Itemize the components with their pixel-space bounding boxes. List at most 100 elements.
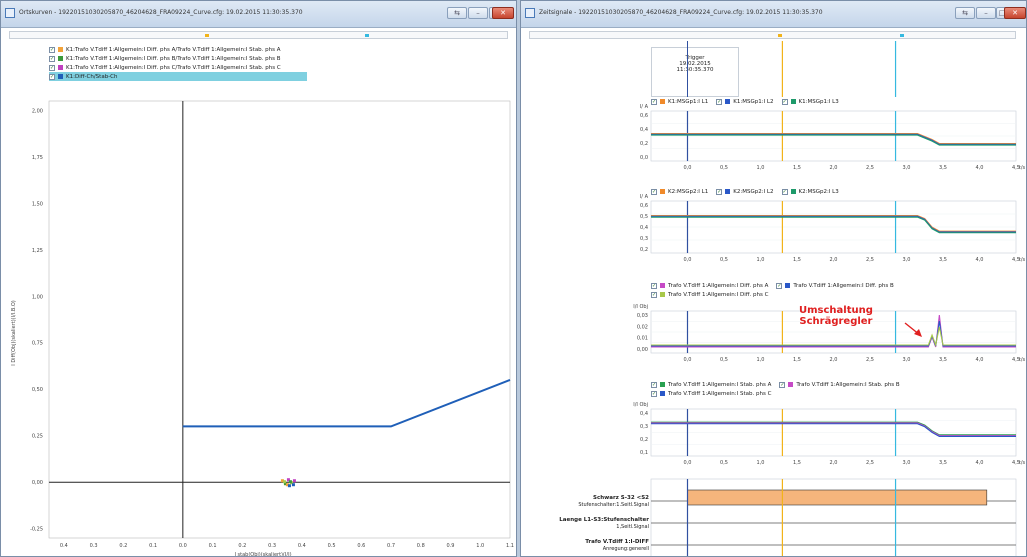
- plot-area: [48, 100, 511, 539]
- panel-legend: ✓ K2:MSGp2:I L1 ✓ K2:MSGp2:I L2 ✓ K2:MSGp2:I …: [651, 187, 991, 196]
- close-button[interactable]: ✕: [1004, 7, 1026, 19]
- y-tick-label: 0,50: [32, 387, 43, 393]
- y-tick-label: 0,3: [640, 424, 648, 430]
- checkbox[interactable]: ✓: [651, 381, 657, 388]
- left-title-bar[interactable]: Ortskurven - 19220151030205870_46204628_…: [1, 1, 516, 28]
- panel-legend: ✓ K1:MSGp1:I L1 ✓ K1:MSGp1:I L2 ✓ K1:MSGp1:I …: [651, 97, 991, 106]
- time-tick-label: 4,0: [976, 165, 984, 171]
- color-swatch: [785, 283, 791, 288]
- checkbox[interactable]: ✓: [651, 188, 657, 195]
- ortskurve-plot[interactable]: 2,00 1,75 1,50 1,25 1,00 0,75 0,50 0,25 0,00 -0,2…: [1, 93, 517, 557]
- legend-label: K1:MSGp1:I L2: [733, 98, 774, 105]
- legend-item[interactable]: ✓ K1:MSGp1:I L1: [651, 97, 708, 106]
- legend-item[interactable]: ✓ K2:MSGp2:I L1: [651, 187, 708, 196]
- orange-cursor-marker[interactable]: [778, 34, 782, 37]
- checkbox[interactable]: ✓: [49, 55, 55, 62]
- checkbox[interactable]: ✓: [651, 282, 657, 289]
- operating-point: [287, 484, 291, 488]
- y-axis-label: I Diff(Obj)(skaliert)(I/I.B.O): [11, 300, 17, 366]
- right-title-bar[interactable]: Zeitsignale - 19220151030205870_46204628…: [521, 1, 1026, 28]
- legend-item[interactable]: ✓ Trafo V.Tdiff 1:Allgemein:I Diff. phs C: [651, 290, 768, 299]
- x-tick-label: 0.1: [209, 543, 217, 549]
- binary-row-name: Schwarz S-32 <S2: [593, 495, 649, 501]
- time-tick-label: 1,0: [757, 257, 765, 263]
- orange-cursor-marker[interactable]: [205, 34, 209, 37]
- checkbox[interactable]: ✓: [716, 188, 723, 195]
- y-tick-label: 0,00: [637, 347, 648, 353]
- color-swatch: [58, 74, 63, 79]
- time-tick-label: 1,0: [757, 460, 765, 466]
- legend-item[interactable]: ✓ Trafo V.Tdiff 1:Allgemein:I Diff. phs A: [651, 281, 768, 290]
- time-cursor-ruler[interactable]: [529, 31, 1016, 39]
- legend-item[interactable]: ✓ K2:MSGp2:I L2: [716, 187, 774, 196]
- signal-trace: [651, 216, 1016, 234]
- ortskurven-window: Ortskurven - 19220151030205870_46204628_…: [0, 0, 517, 557]
- legend-item[interactable]: ✓ Trafo V.Tdiff 1:Allgemein:I Stab. phs A: [651, 380, 771, 389]
- time-tick-label: 4,5: [1012, 460, 1020, 466]
- cyan-cursor-marker[interactable]: [900, 34, 904, 37]
- checkbox[interactable]: ✓: [781, 188, 788, 195]
- legend-item[interactable]: ✓ K1:Trafo V.Tdiff 1:Allgemein:I Diff. ph…: [49, 63, 307, 72]
- close-button[interactable]: ✕: [492, 7, 514, 19]
- time-tick-label: 0,5: [720, 165, 728, 171]
- restore-icon[interactable]: ⇆: [447, 7, 467, 19]
- checkbox[interactable]: ✓: [49, 64, 55, 71]
- legend-item[interactable]: ✓ Trafo V.Tdiff 1:Allgemein:I Stab. phs B: [779, 380, 900, 389]
- operating-point: [288, 480, 292, 484]
- legend-label: Trafo V.Tdiff 1:Allgemein:I Stab. phs C: [668, 390, 772, 397]
- minimize-button[interactable]: –: [976, 7, 996, 19]
- checkbox[interactable]: ✓: [781, 98, 788, 105]
- legend-label: Trafo V.Tdiff 1:Allgemein:I Diff. phs B: [793, 282, 894, 289]
- checkbox[interactable]: ✓: [49, 46, 55, 53]
- checkbox[interactable]: ✓: [779, 381, 786, 388]
- minimize-button[interactable]: –: [468, 7, 488, 19]
- x-tick-label: 0.4: [298, 543, 306, 549]
- legend-item[interactable]: ✓ Trafo V.Tdiff 1:Allgemein:I Stab. phs C: [651, 389, 771, 398]
- checkbox[interactable]: ✓: [651, 98, 657, 105]
- time-tick-label: 0,5: [720, 257, 728, 263]
- binary-row-name: Laenge L1-S3:Stufenschalter: [559, 517, 649, 523]
- legend-item[interactable]: ✓ K1:MSGp1:I L2: [716, 97, 774, 106]
- time-tick-label: 1,0: [757, 165, 765, 171]
- legend-item[interactable]: ✓ Trafo V.Tdiff 1:Allgemein:I Diff. phs B: [776, 281, 894, 290]
- time-tick-label: 2,0: [830, 257, 838, 263]
- time-cursor-ruler[interactable]: [9, 31, 508, 39]
- time-tick-label: 2,0: [830, 460, 838, 466]
- time-unit: t/s: [1019, 165, 1026, 171]
- time-tick-label: 3,0: [903, 460, 911, 466]
- legend-item[interactable]: ✓ K1:Trafo V.Tdiff 1:Allgemein:I Diff. ph…: [49, 45, 307, 54]
- characteristic-line: [182, 379, 511, 428]
- operating-point: [282, 480, 286, 484]
- time-tick-label: 4,5: [1012, 165, 1020, 171]
- color-swatch: [660, 99, 665, 104]
- y-tick-label: 0,2: [640, 247, 648, 253]
- legend-item[interactable]: ✓ K1:Trafo V.Tdiff 1:Allgemein:I Diff. ph…: [49, 54, 307, 63]
- time-tick-label: 0,0: [684, 165, 692, 171]
- operating-point: [280, 479, 284, 483]
- y-tick-label: 0,5: [640, 214, 648, 220]
- binary-row-name: Trafo V.Tdiff 1:I-DIFF: [585, 539, 649, 545]
- time-signal-plots[interactable]: 0,6 0,4 0,2 0,0 I/ A 0,0 0,5 1,0 1,5 2,0 2,5 3,0 3,5…: [521, 1, 1027, 557]
- left-legend: ✓ K1:Trafo V.Tdiff 1:Allgemein:I Diff. ph…: [49, 45, 307, 81]
- annotation-line2: Schrägregler: [799, 316, 873, 327]
- color-swatch: [58, 65, 63, 70]
- y-axis-unit: I/ A: [640, 194, 649, 200]
- x-tick-label: 0.2: [238, 543, 246, 549]
- checkbox[interactable]: ✓: [651, 291, 657, 298]
- legend-item[interactable]: ✓ K2:MSGp2:I L3: [781, 187, 839, 196]
- trigger-date: 19.02.2015: [679, 61, 711, 67]
- cyan-cursor-marker[interactable]: [365, 34, 369, 37]
- legend-label: Trafo V.Tdiff 1:Allgemein:I Stab. phs B: [796, 381, 900, 388]
- checkbox[interactable]: ✓: [651, 390, 657, 397]
- zeitsignale-window: Zeitsignale - 19220151030205870_46204628…: [520, 0, 1027, 557]
- operating-point: [283, 482, 287, 486]
- checkbox[interactable]: ✓: [49, 73, 55, 80]
- legend-item-selected[interactable]: ✓ K1:Diff-Ch/Stab-Ch: [49, 72, 307, 81]
- time-unit: t/s: [1019, 357, 1026, 363]
- time-tick-label: 3,0: [903, 257, 911, 263]
- legend-item[interactable]: ✓ K1:MSGp1:I L3: [781, 97, 839, 106]
- time-tick-label: 4,0: [976, 357, 984, 363]
- restore-icon[interactable]: ⇆: [955, 7, 975, 19]
- checkbox[interactable]: ✓: [716, 98, 723, 105]
- checkbox[interactable]: ✓: [776, 282, 783, 289]
